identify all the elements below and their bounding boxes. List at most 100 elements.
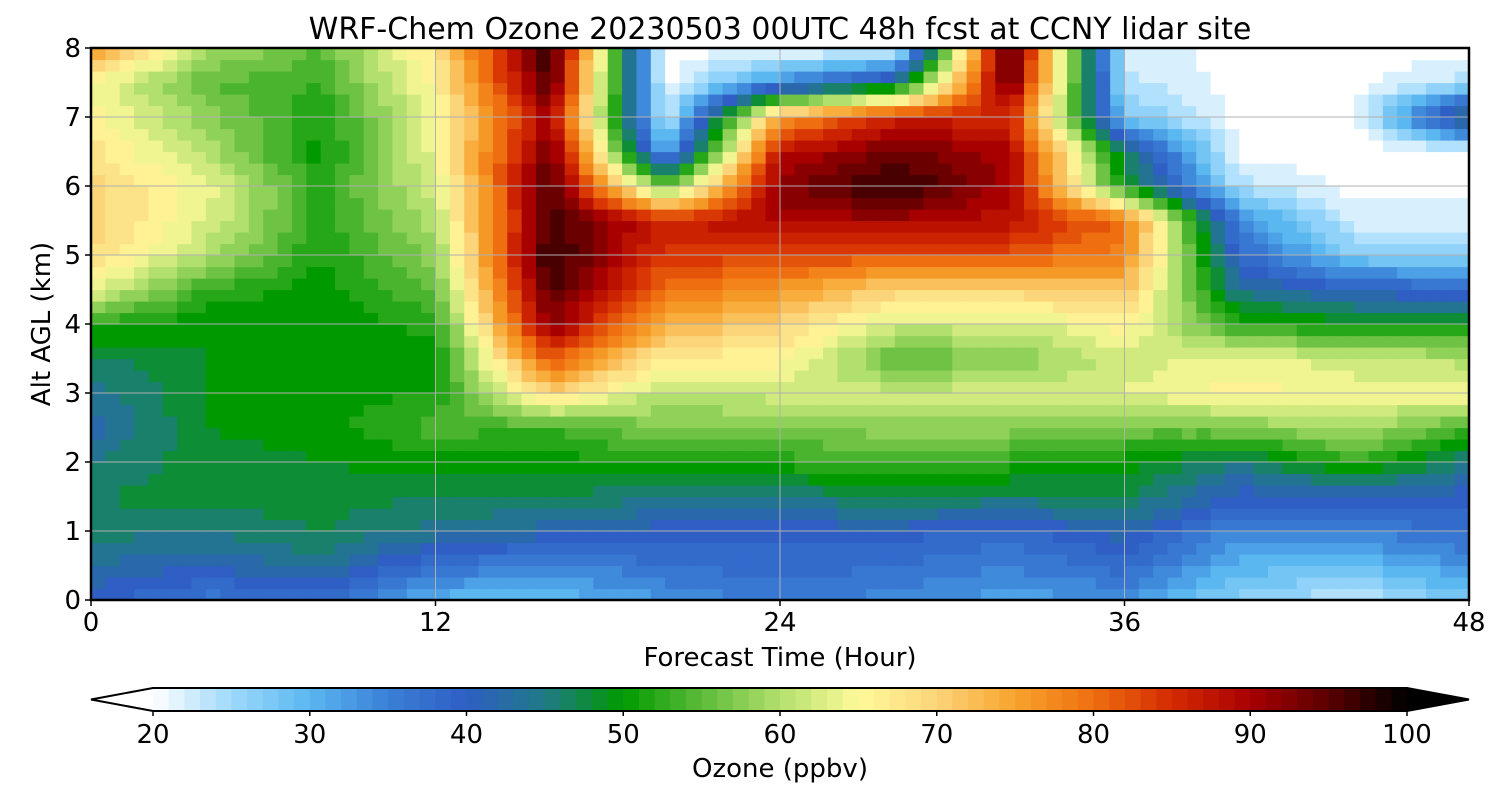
heatmap-cell <box>535 209 551 222</box>
heatmap-cell <box>1368 531 1384 544</box>
heatmap-cell <box>119 324 135 337</box>
heatmap-cell <box>162 565 178 578</box>
heatmap-cell <box>1397 209 1413 222</box>
colorbar-cell <box>529 688 546 711</box>
heatmap-cell <box>679 427 695 440</box>
heatmap-cell <box>1454 542 1470 555</box>
heatmap-cell <box>1224 94 1240 107</box>
heatmap-cell <box>105 186 121 199</box>
heatmap-cell <box>794 508 810 521</box>
heatmap-cell <box>1354 255 1370 268</box>
heatmap-cell <box>1325 439 1341 452</box>
heatmap-cell <box>464 588 480 601</box>
heatmap-cell <box>995 255 1011 268</box>
heatmap-cell <box>1296 186 1312 199</box>
heatmap-cell <box>880 450 896 463</box>
heatmap-cell <box>248 278 264 291</box>
heatmap-cell <box>780 393 795 406</box>
heatmap-cell <box>277 94 293 107</box>
heatmap-cell <box>607 197 623 210</box>
heatmap-cell <box>234 485 250 498</box>
heatmap-cell <box>650 140 666 153</box>
heatmap-cell <box>1311 370 1327 383</box>
heatmap-cell <box>306 554 322 567</box>
heatmap-cell <box>1268 508 1283 521</box>
heatmap-cell <box>937 301 953 314</box>
y-tick-label: 7 <box>64 103 81 133</box>
heatmap-cell <box>636 278 652 291</box>
heatmap-cell <box>564 82 580 95</box>
heatmap-cell <box>1268 531 1283 544</box>
heatmap-cell <box>378 186 394 199</box>
heatmap-cell <box>1110 554 1126 567</box>
heatmap-cell <box>1354 519 1370 532</box>
heatmap-cell <box>349 186 365 199</box>
heatmap-cell <box>636 439 652 452</box>
heatmap-cell <box>119 71 135 84</box>
heatmap-cell <box>1425 105 1441 118</box>
heatmap-cell <box>866 335 882 348</box>
heatmap-cell <box>708 312 724 325</box>
heatmap-cell <box>1081 151 1097 164</box>
heatmap-cell <box>593 94 609 107</box>
heatmap-cell <box>736 197 752 210</box>
heatmap-cell <box>349 140 365 153</box>
heatmap-cell <box>1210 140 1226 153</box>
heatmap-cell <box>234 531 250 544</box>
heatmap-cell <box>320 565 336 578</box>
heatmap-cell <box>837 186 853 199</box>
heatmap-cell <box>736 427 752 440</box>
heatmap-cell <box>277 128 293 141</box>
heatmap-cell <box>1440 496 1456 509</box>
heatmap-cell <box>622 312 638 325</box>
heatmap-cell <box>406 381 422 394</box>
heatmap-cell <box>1024 232 1039 245</box>
heatmap-cell <box>535 531 551 544</box>
heatmap-cell <box>234 266 250 279</box>
heatmap-cell <box>866 289 882 302</box>
heatmap-cell <box>378 496 394 509</box>
heatmap-cell <box>1124 312 1140 325</box>
heatmap-cell <box>1009 128 1025 141</box>
heatmap-cell <box>421 312 437 325</box>
heatmap-cell <box>693 404 709 417</box>
heatmap-cell <box>1339 370 1355 383</box>
heatmap-cell <box>880 347 896 360</box>
heatmap-cell <box>1368 496 1384 509</box>
heatmap-cell <box>1081 255 1097 268</box>
heatmap-cell <box>1181 335 1197 348</box>
heatmap-cell <box>1239 209 1255 222</box>
heatmap-cell <box>1052 519 1068 532</box>
heatmap-cell <box>607 209 623 222</box>
heatmap-cell <box>1454 439 1470 452</box>
heatmap-cell <box>335 94 350 107</box>
heatmap-cell <box>435 358 451 371</box>
heatmap-cell <box>1009 370 1025 383</box>
heatmap-cell <box>1282 128 1298 141</box>
heatmap-cell <box>234 174 250 187</box>
heatmap-cell <box>1210 151 1226 164</box>
heatmap-cell <box>937 220 953 233</box>
x-axis-label: Forecast Time (Hour) <box>643 643 916 673</box>
heatmap-cell <box>1282 381 1298 394</box>
heatmap-cell <box>1196 473 1212 486</box>
heatmap-cell <box>449 416 465 429</box>
heatmap-cell <box>550 577 566 590</box>
heatmap-cell <box>306 71 322 84</box>
heatmap-cell <box>1153 59 1169 72</box>
heatmap-cell <box>1024 174 1039 187</box>
heatmap-cell <box>1081 82 1097 95</box>
heatmap-cell <box>622 209 638 222</box>
heatmap-cell <box>794 140 810 153</box>
heatmap-cell <box>1454 174 1470 187</box>
heatmap-cell <box>91 151 106 164</box>
heatmap-cell <box>1425 404 1441 417</box>
heatmap-cell <box>823 393 839 406</box>
heatmap-cell <box>335 289 350 302</box>
heatmap-cell <box>1038 278 1054 291</box>
heatmap-cell <box>148 335 164 348</box>
heatmap-cell <box>220 519 236 532</box>
heatmap-cell <box>693 335 709 348</box>
heatmap-cell <box>449 496 465 509</box>
heatmap-cell <box>1196 531 1212 544</box>
